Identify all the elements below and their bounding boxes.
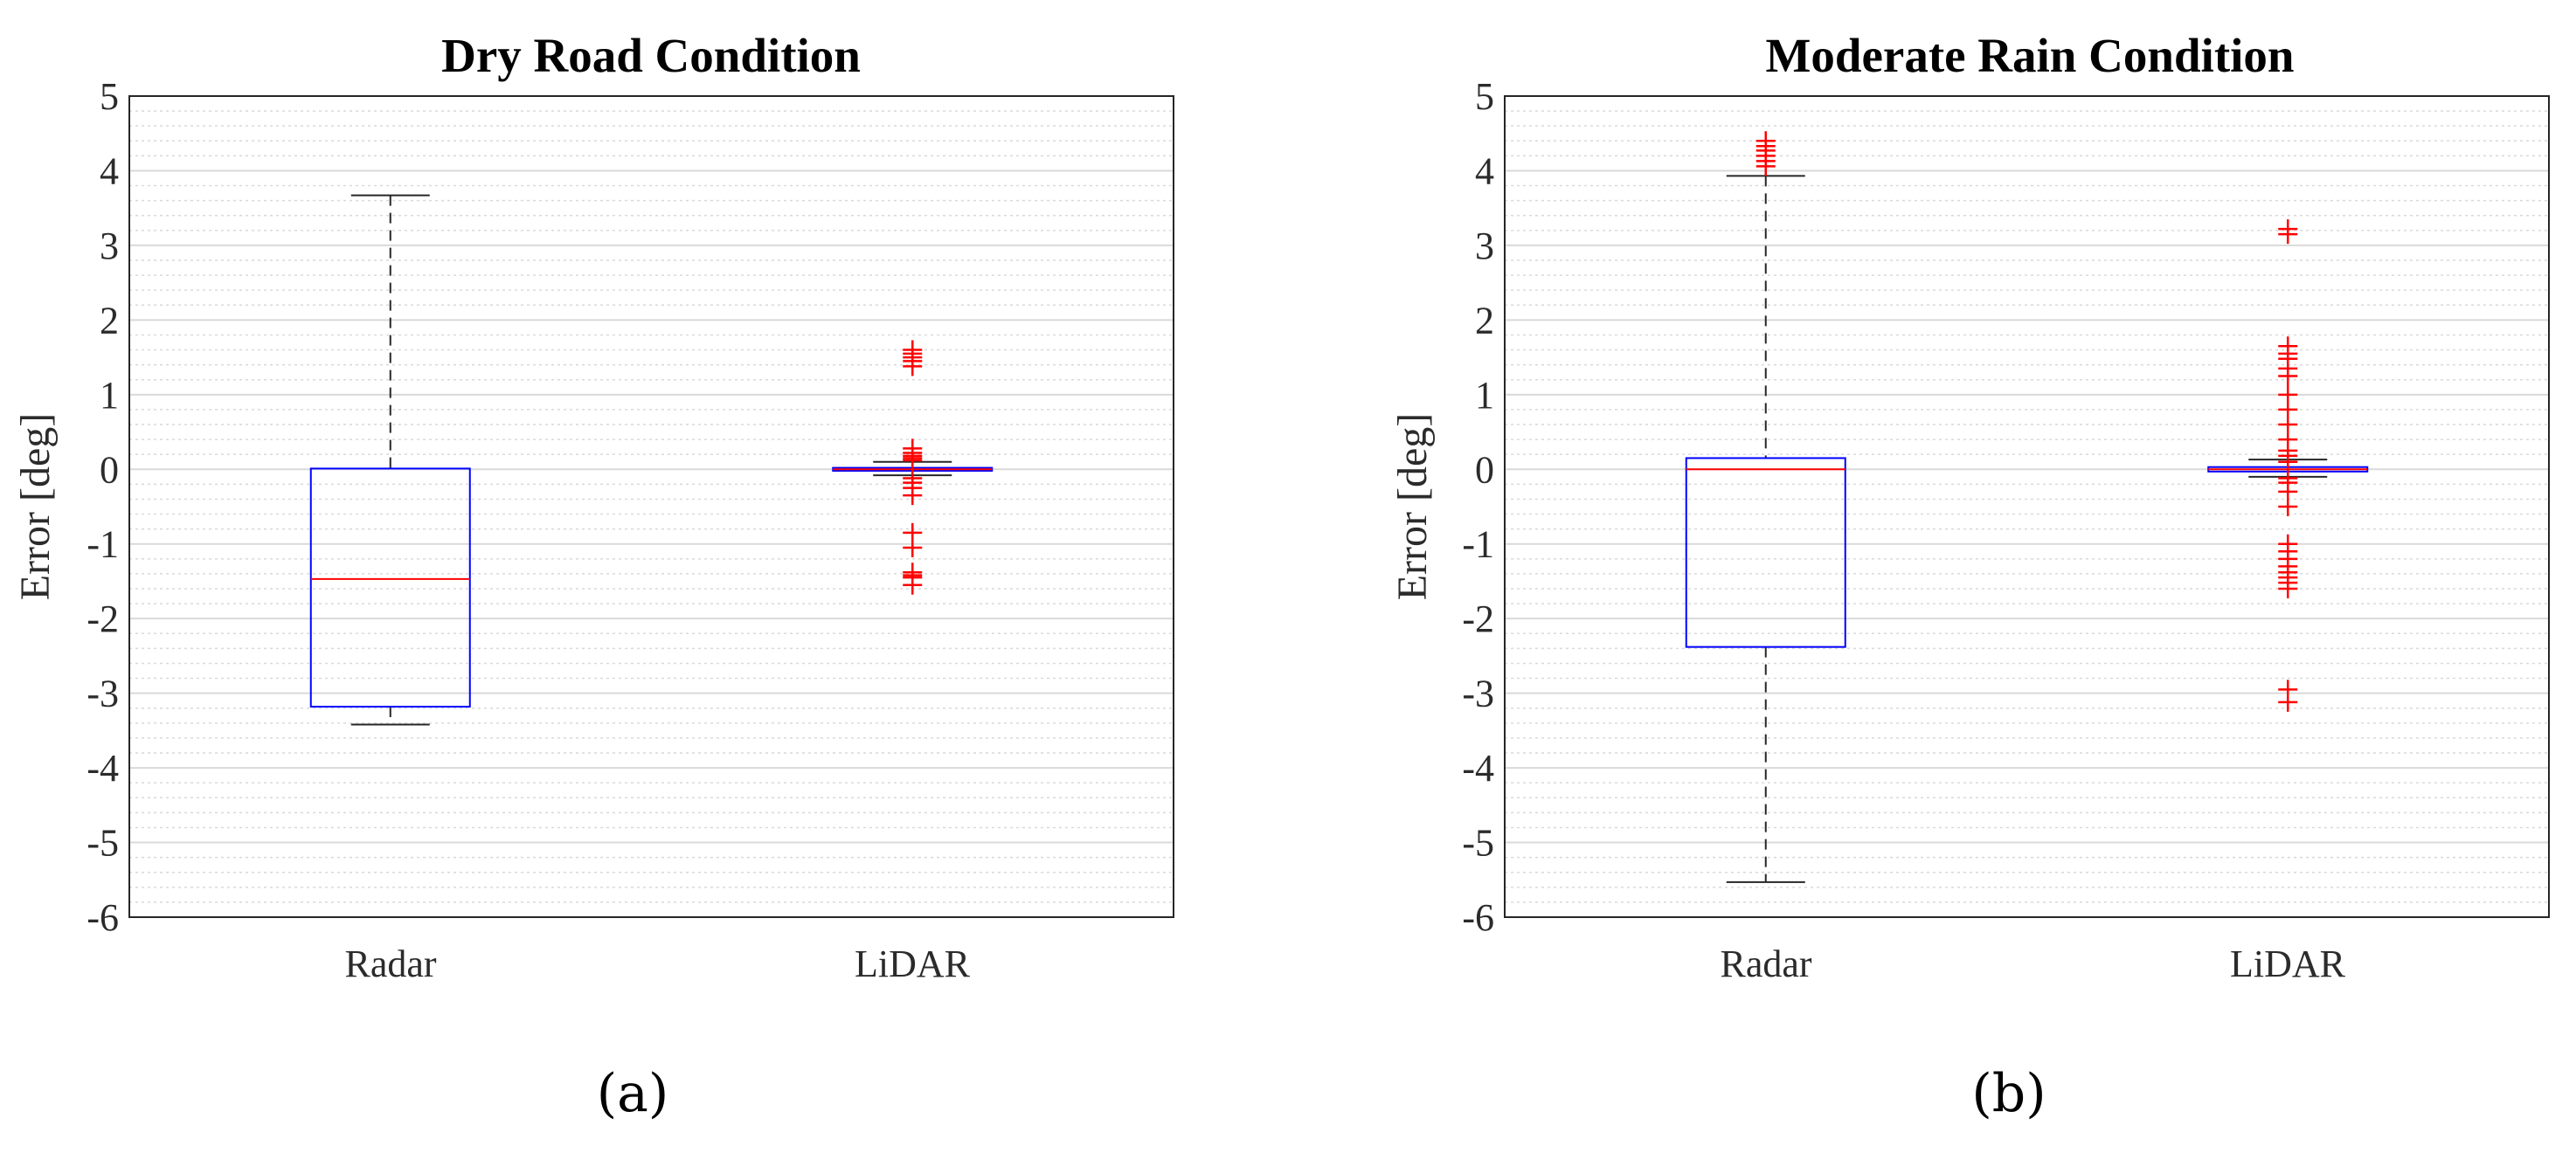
x-tick-label: LiDAR [2230, 942, 2346, 985]
x-tick-label: Radar [1720, 942, 1811, 985]
outlier-marker [903, 575, 923, 595]
x-tick-label: Radar [344, 942, 436, 985]
chart-panel-a: Dry Road Condition 5 4 3 2 1 0 -1 -2 -3 -4 -5 -6 Ra… [12, 29, 1174, 1124]
y-tick-label: -6 [1462, 896, 1494, 939]
box-lidar [832, 340, 994, 595]
y-tick-label: 2 [1475, 299, 1494, 342]
outlier-marker [2278, 497, 2298, 516]
y-tick-label: -6 [87, 896, 119, 939]
y-tick-label: 0 [1475, 448, 1494, 491]
y-tick-label: 1 [100, 374, 119, 417]
y-tick-labels: 5 4 3 2 1 0 -1 -2 -3 -4 -5 -6 [87, 75, 119, 939]
y-tick-label: 4 [100, 149, 119, 192]
outlier-marker [1755, 156, 1776, 176]
y-tick-label: 0 [100, 448, 119, 491]
y-tick-label: 4 [1475, 149, 1494, 192]
y-tick-label: 2 [100, 299, 119, 342]
y-tick-label: -2 [87, 597, 119, 640]
outlier-marker [903, 538, 923, 557]
y-tick-labels: 5 4 3 2 1 0 -1 -2 -3 -4 -5 -6 [1462, 75, 1494, 939]
outlier-marker [903, 451, 923, 471]
chart-title: Moderate Rain Condition [1766, 29, 2295, 82]
box-lidar [2207, 219, 2369, 712]
y-tick-label: -1 [1462, 523, 1494, 566]
axes-frame [1504, 95, 2550, 918]
y-tick-label: -3 [87, 673, 119, 715]
y-tick-label: 1 [1475, 374, 1494, 417]
y-tick-label: -4 [1462, 747, 1494, 790]
box-iqr [1685, 457, 1846, 648]
box-radar [309, 194, 471, 726]
grid [1505, 110, 2549, 903]
y-tick-label: 3 [100, 224, 119, 267]
plot-marks [1685, 131, 2369, 883]
y-tick-label: -5 [87, 822, 119, 865]
y-tick-label: -5 [1462, 822, 1494, 865]
y-tick-label: -2 [1462, 597, 1494, 640]
chart-panel-b: Moderate Rain Condition 5 4 3 2 1 0 -1 -2 -3 -4 -5… [1389, 29, 2550, 1124]
panel-caption: (a) [597, 1063, 669, 1124]
outlier-marker [2278, 224, 2298, 245]
y-tick-label: -4 [87, 747, 119, 790]
grid [129, 110, 1174, 903]
box-radar [1685, 131, 1846, 883]
y-tick-label: -3 [1462, 673, 1494, 715]
y-tick-label: -1 [87, 523, 119, 566]
y-axis-label: Error [deg] [12, 413, 59, 601]
outlier-marker [2278, 452, 2298, 472]
outlier-marker [903, 356, 923, 376]
outlier-marker [2278, 579, 2298, 598]
outlier-marker [2278, 692, 2298, 712]
x-tick-label: LiDAR [855, 942, 971, 985]
axes-frame [128, 95, 1174, 918]
y-tick-label: 3 [1475, 224, 1494, 267]
box-iqr [309, 467, 471, 708]
y-tick-label: 5 [100, 75, 119, 118]
plot-marks [309, 194, 994, 726]
y-axis-label: Error [deg] [1389, 413, 1436, 601]
x-tick-labels: Radar LiDAR [344, 942, 970, 985]
outlier-marker [2278, 366, 2298, 386]
y-tick-label: 5 [1475, 75, 1494, 118]
panel-caption: (b) [1971, 1063, 2046, 1124]
chart-title: Dry Road Condition [441, 29, 861, 82]
outlier-marker [903, 486, 923, 506]
x-tick-labels: Radar LiDAR [1720, 942, 2345, 985]
